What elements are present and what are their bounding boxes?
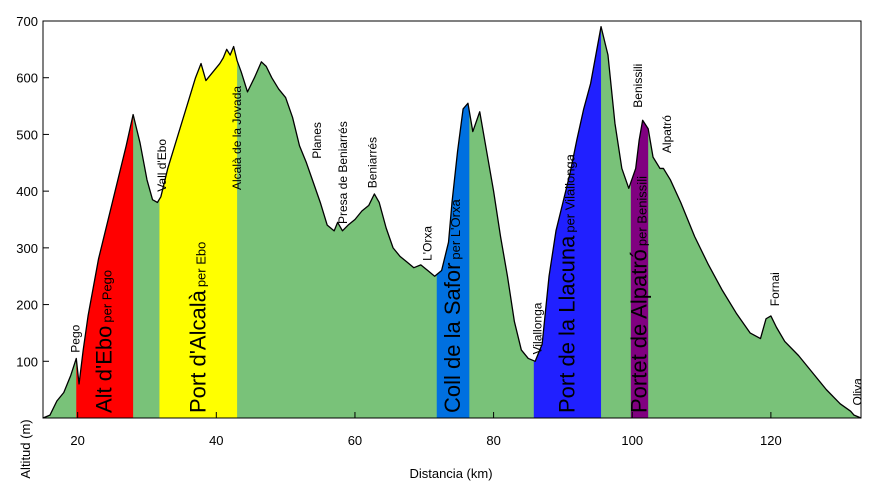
place-label-9: Alpatró <box>660 115 674 153</box>
place-label-11: Oliva <box>851 378 865 406</box>
axis-ticks: 100 200 300 400 500 600 700 20 40 60 80 100 120 <box>16 14 781 448</box>
place-label-0: Pego <box>69 324 83 352</box>
place-label-6: L'Orxa <box>421 226 435 261</box>
climb-label-3: Port de la Llacuna per Vilallonga <box>554 153 579 413</box>
climb-name: Port de la Llacuna <box>554 235 579 413</box>
x-tick-label: 100 <box>621 433 643 448</box>
y-tick-label: 700 <box>16 14 38 29</box>
x-axis-title: Distancia (km) <box>409 466 492 481</box>
plot-frame <box>42 20 862 419</box>
place-label-10: Fornai <box>768 272 782 306</box>
x-tick-label: 20 <box>70 433 84 448</box>
climb-label-0: Alt d'Ebo per Pego <box>92 270 117 413</box>
place-label-5: Beniarrés <box>365 137 379 188</box>
climb-band-0 <box>76 114 134 418</box>
climb-name: Portet de Alpatró <box>627 249 652 413</box>
climb-band-1 <box>159 46 238 419</box>
climb-sub: per Benissili <box>635 176 650 246</box>
plot-area: Alt d'Ebo per Pego Port d'Alcalàper Ebo Col… <box>42 26 865 419</box>
place-label-2: Alcalà de la Jovada <box>230 86 244 190</box>
place-label-3: Planes <box>310 122 324 159</box>
place-label-8: Benissili <box>631 64 645 108</box>
place-label-1: Vall d'Ebo <box>155 139 169 192</box>
y-tick-label: 300 <box>16 241 38 256</box>
y-axis-title: Altitud (m) <box>18 419 33 478</box>
climb-name: Coll de la Safor <box>440 263 465 413</box>
climb-band-2 <box>436 103 470 419</box>
climb-band-4 <box>630 120 649 418</box>
y-tick-label: 600 <box>16 71 38 86</box>
climb-sub: per L'Orxa <box>448 199 463 260</box>
plot-border <box>42 20 862 419</box>
x-tick-label: 120 <box>760 433 782 448</box>
x-tick-label: 60 <box>348 433 362 448</box>
profile-line <box>42 26 862 419</box>
climb-name: Alt d'Ebo <box>92 326 117 413</box>
climb-band-3 <box>533 26 602 418</box>
y-tick-label: 400 <box>16 184 38 199</box>
climb-label-2: Coll de la Safor per L'Orxa <box>440 199 465 413</box>
y-tick-label: 200 <box>16 298 38 313</box>
y-tick-label: 100 <box>16 354 38 369</box>
place-label-4: Presa de Beniarrés <box>336 121 350 224</box>
climb-name: Port d'Alcalà <box>185 289 210 413</box>
x-tick-label: 80 <box>486 433 500 448</box>
y-tick-label: 500 <box>16 127 38 142</box>
climb-sub: per Vilallonga <box>562 153 577 232</box>
climb-label-1: Port d'Alcalàper Ebo <box>185 242 210 413</box>
x-tick-label: 40 <box>209 433 223 448</box>
climb-label-4: Portet de Alpatró per Benissili <box>627 176 652 413</box>
place-label-7: Vilallonga <box>530 302 544 354</box>
climb-sub: per Pego <box>100 270 115 323</box>
climb-sub: per Ebo <box>193 242 208 288</box>
